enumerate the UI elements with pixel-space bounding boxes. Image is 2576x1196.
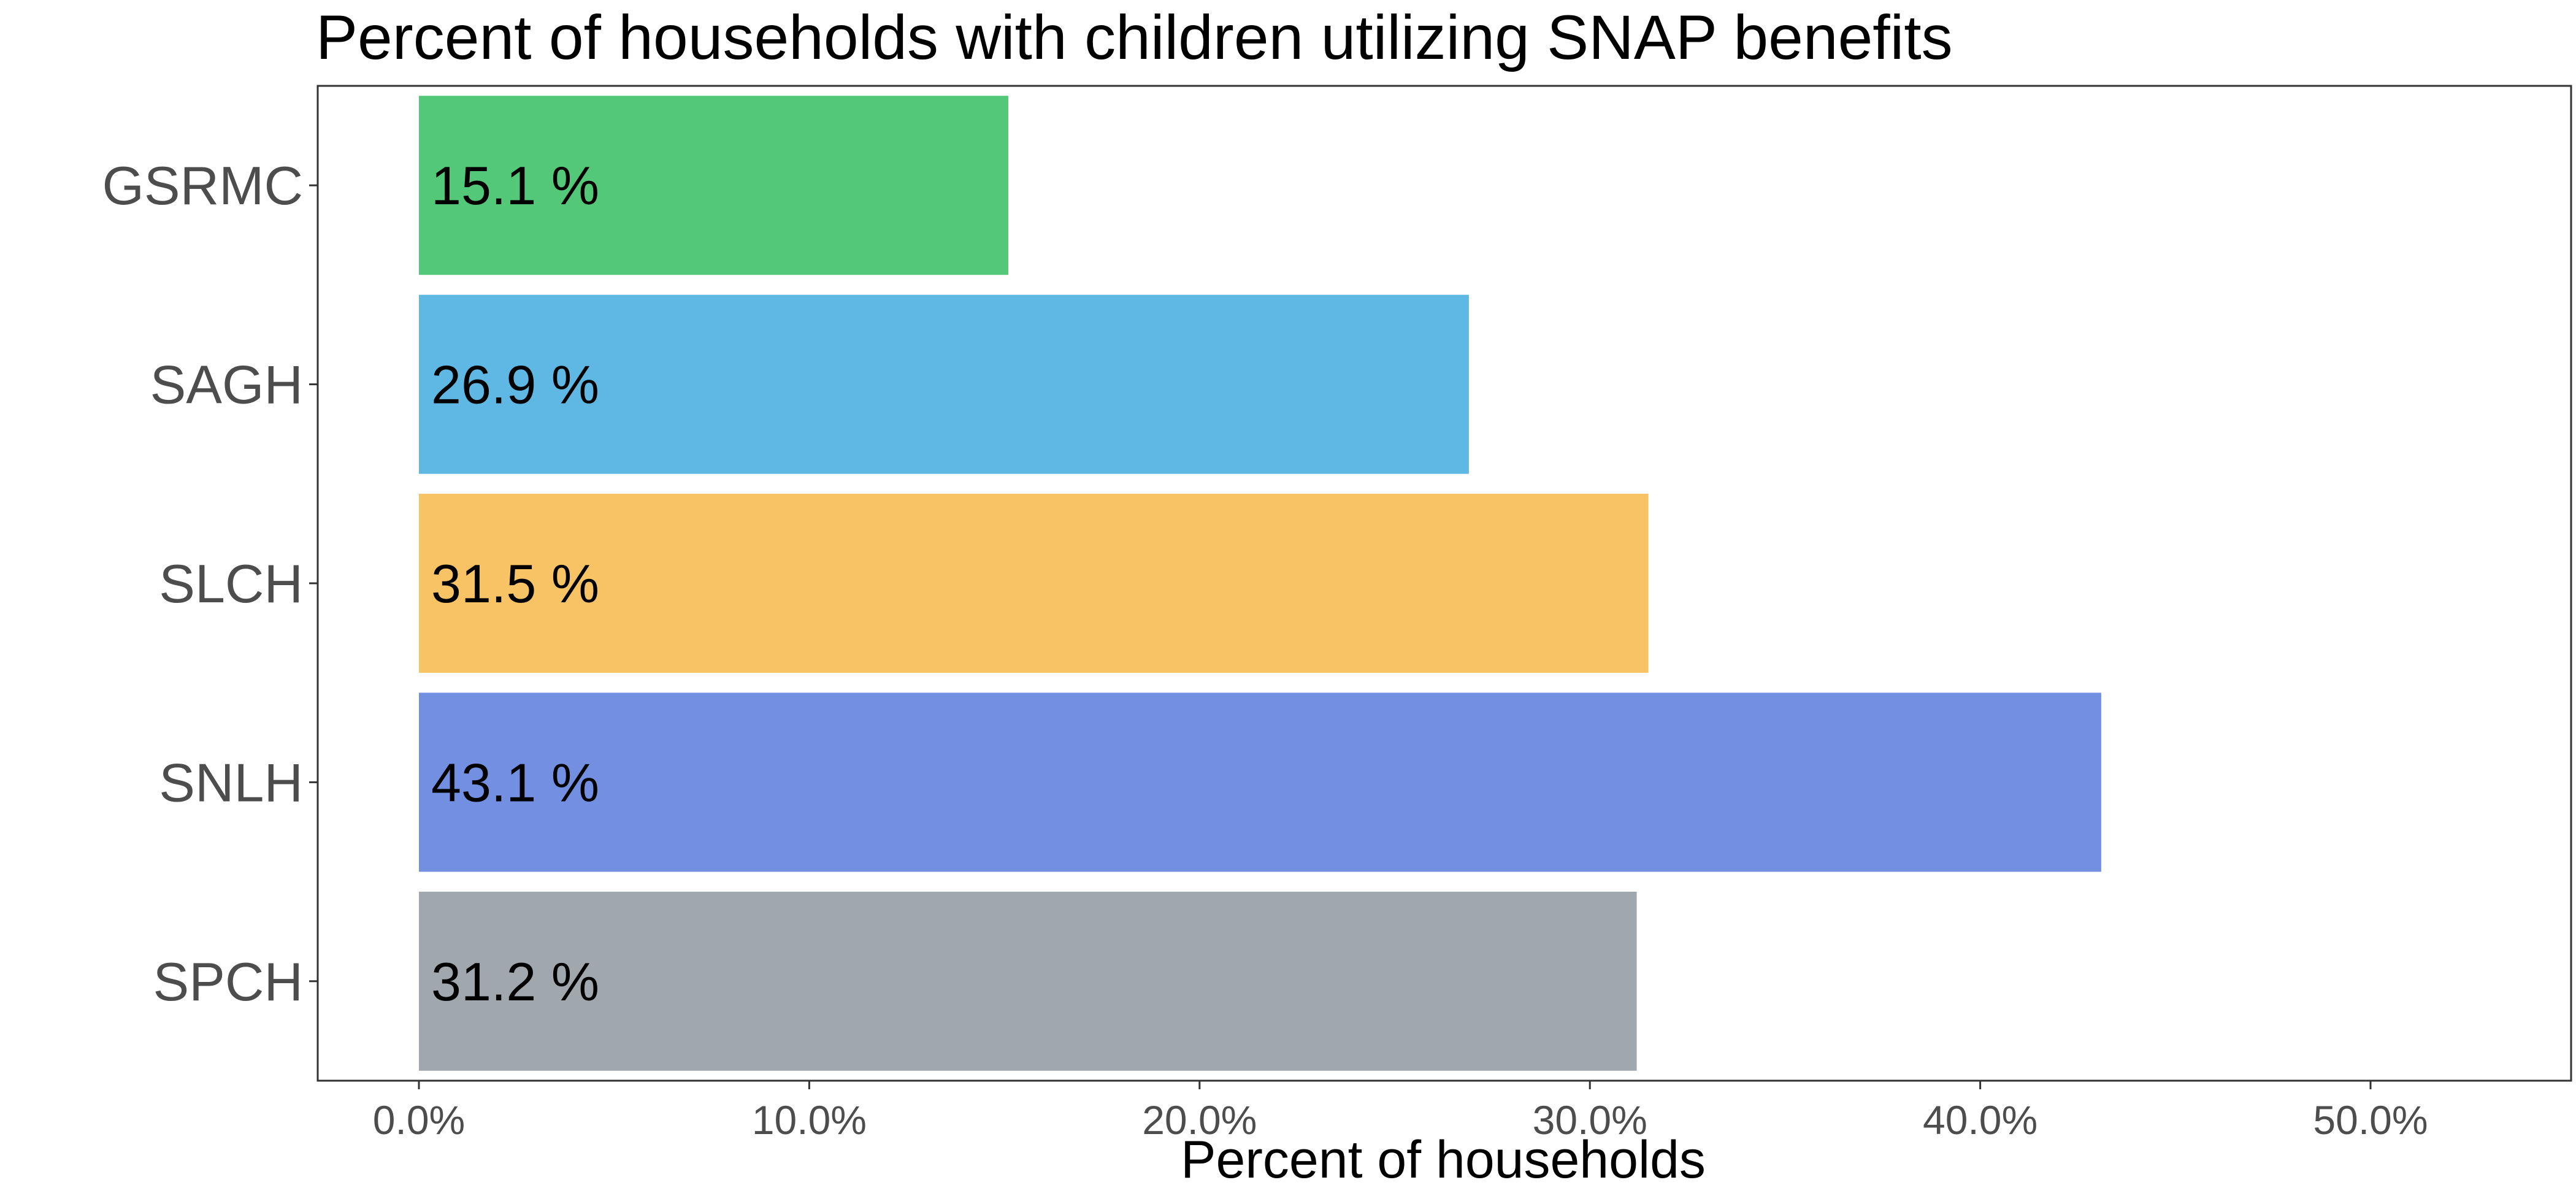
- x-tick-label: 0.0%: [373, 1097, 465, 1143]
- bar-snlh: [419, 692, 2101, 872]
- x-tick-label: 50.0%: [2313, 1097, 2428, 1143]
- bars-layer: [419, 96, 2101, 1071]
- data-label-gsrmc: 15.1 %: [431, 155, 599, 216]
- bar-slch: [419, 494, 1649, 673]
- data-label-slch: 31.5 %: [431, 553, 599, 614]
- y-tick-label-sagh: SAGH: [150, 355, 303, 415]
- bar-spch: [419, 891, 1637, 1071]
- data-label-snlh: 43.1 %: [431, 752, 599, 813]
- bar-sagh: [419, 294, 1469, 474]
- y-tick-label-snlh: SNLH: [159, 752, 303, 813]
- bar-gsrmc: [419, 96, 1008, 275]
- x-axis: 0.0% 10.0% 20.0% 30.0% 40.0% 50.0%: [373, 1081, 2428, 1143]
- chart-title: Percent of households with children util…: [316, 2, 1953, 72]
- x-tick-label: 40.0%: [1923, 1097, 2037, 1143]
- y-tick-label-gsrmc: GSRMC: [102, 155, 303, 216]
- data-label-sagh: 26.9 %: [431, 355, 599, 415]
- x-axis-title: Percent of households: [1181, 1130, 1706, 1189]
- y-tick-label-spch: SPCH: [153, 951, 304, 1012]
- data-label-spch: 31.2 %: [431, 951, 599, 1012]
- y-axis: GSRMC SAGH SLCH SNLH SPCH: [102, 155, 318, 1012]
- x-tick-label: 10.0%: [752, 1097, 867, 1143]
- data-labels-layer: 15.1 % 26.9 % 31.5 % 43.1 % 31.2 %: [431, 155, 599, 1012]
- x-tick-label: 20.0%: [1142, 1097, 1257, 1143]
- y-tick-label-slch: SLCH: [159, 553, 303, 614]
- x-tick-label: 30.0%: [1533, 1097, 1647, 1143]
